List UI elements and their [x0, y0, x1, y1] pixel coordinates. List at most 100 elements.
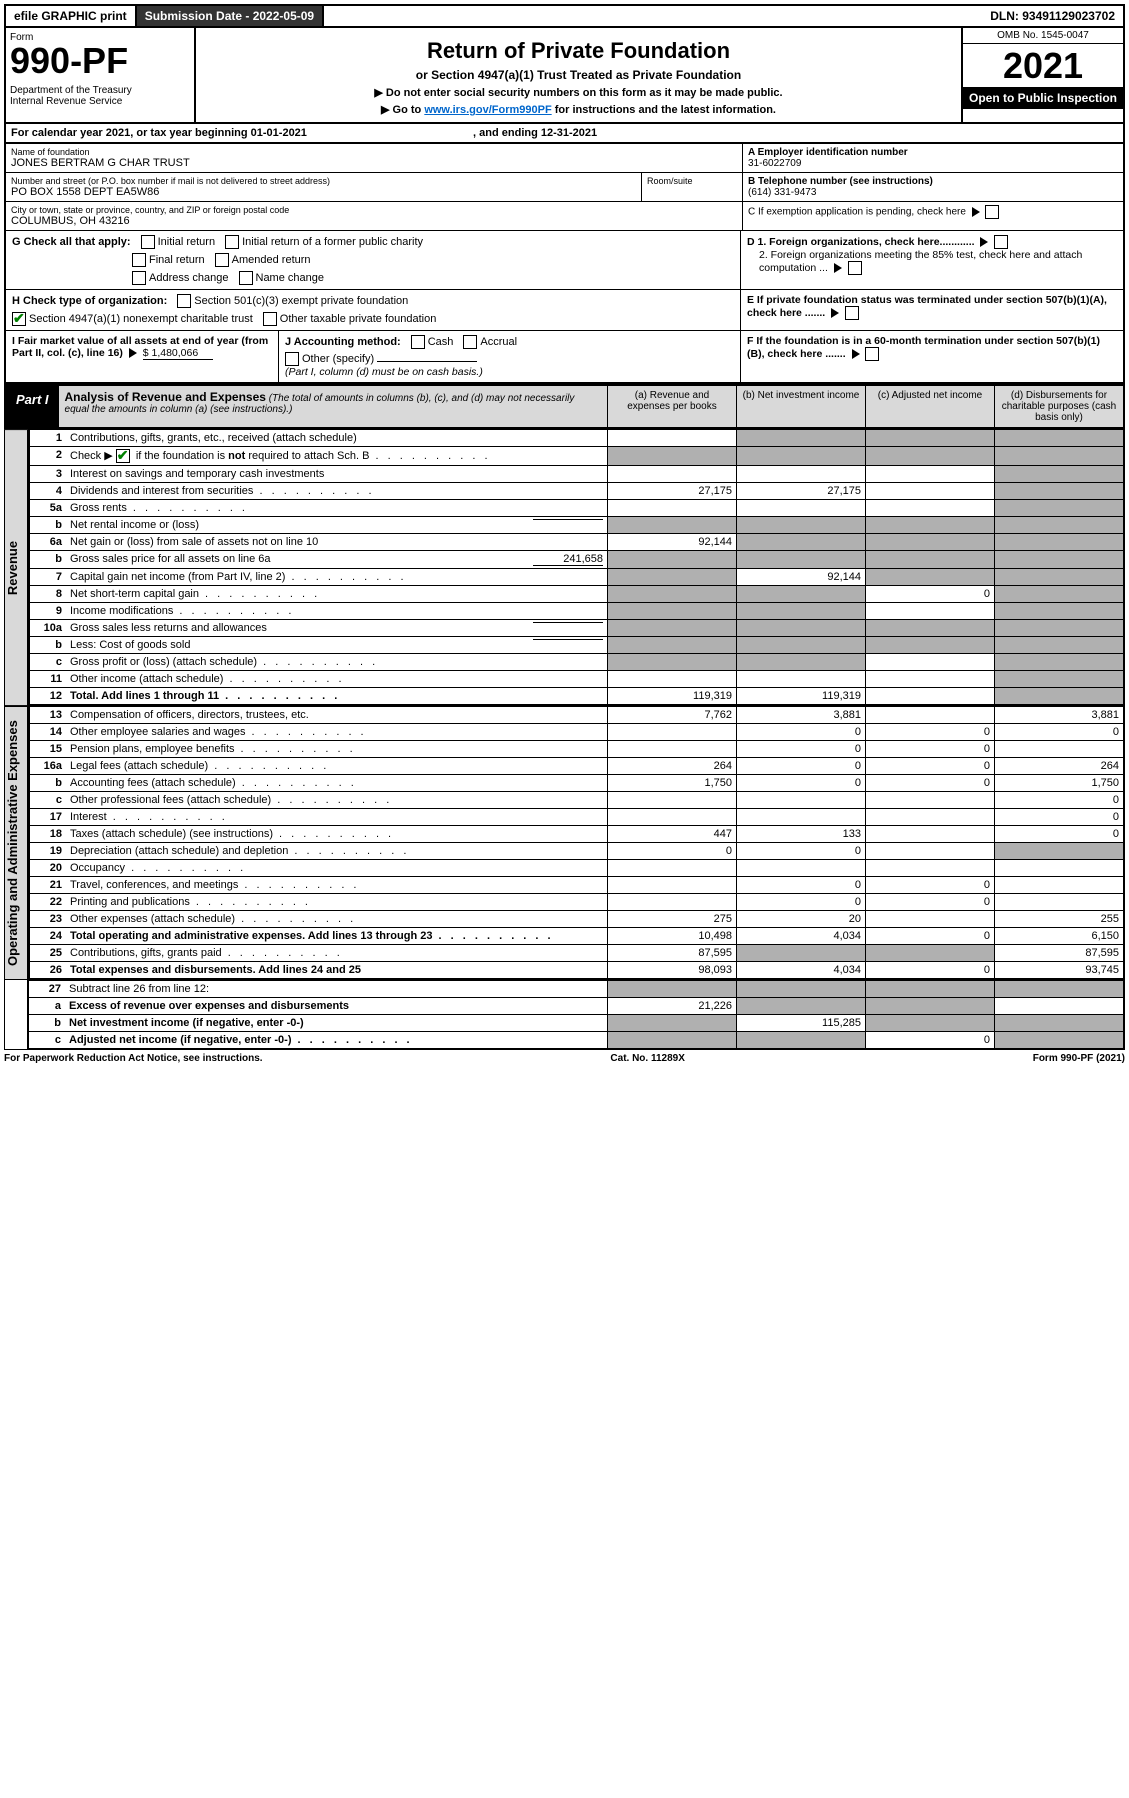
- table-row: 17Interest0: [29, 809, 1124, 826]
- expenses-sidelabel: Operating and Administrative Expenses: [4, 706, 28, 980]
- table-row: cOther professional fees (attach schedul…: [29, 792, 1124, 809]
- topbar: efile GRAPHIC print Submission Date - 20…: [4, 4, 1125, 28]
- j-note: (Part I, column (d) must be on cash basi…: [285, 366, 734, 378]
- table-row: 21Travel, conferences, and meetings00: [29, 877, 1124, 894]
- g-name-checkbox[interactable]: [239, 271, 253, 285]
- form-title: Return of Private Foundation: [202, 38, 955, 64]
- table-row: 7Capital gain net income (from Part IV, …: [29, 569, 1124, 586]
- table-row: bNet investment income (if negative, ent…: [28, 1015, 1124, 1032]
- footer-left: For Paperwork Reduction Act Notice, see …: [4, 1053, 263, 1064]
- table-row: cGross profit or (loss) (attach schedule…: [29, 654, 1124, 671]
- footer-mid: Cat. No. 11289X: [610, 1053, 684, 1064]
- arrow-icon: [852, 349, 860, 359]
- table-row: bLess: Cost of goods sold: [29, 637, 1124, 654]
- table-row: 15Pension plans, employee benefits00: [29, 741, 1124, 758]
- table-row: 25Contributions, gifts, grants paid87,59…: [29, 945, 1124, 962]
- foundation-name-label: Name of foundation: [11, 147, 737, 157]
- col-a-header: (a) Revenue and expenses per books: [607, 386, 736, 427]
- bottom-table: 27Subtract line 26 from line 12:aExcess …: [27, 980, 1125, 1050]
- table-row: 24Total operating and administrative exp…: [29, 928, 1124, 945]
- h-other-checkbox[interactable]: [263, 312, 277, 326]
- c-checkbox[interactable]: [985, 205, 999, 219]
- table-row: 12Total. Add lines 1 through 11119,31911…: [29, 688, 1124, 706]
- table-row: 4Dividends and interest from securities2…: [29, 483, 1124, 500]
- table-row: 16aLegal fees (attach schedule)26400264: [29, 758, 1124, 775]
- efile-label[interactable]: efile GRAPHIC print: [6, 6, 137, 26]
- arrow-icon: [972, 207, 980, 217]
- h-4947-checkbox[interactable]: [12, 312, 26, 326]
- arrow-icon: [834, 263, 842, 273]
- city-label: City or town, state or province, country…: [11, 205, 737, 215]
- table-row: 3Interest on savings and temporary cash …: [29, 466, 1124, 483]
- form-header: Form 990-PF Department of the Treasury I…: [4, 28, 1125, 124]
- part1-title: Analysis of Revenue and Expenses: [65, 390, 266, 404]
- revenue-sidelabel: Revenue: [4, 429, 28, 706]
- col-b-header: (b) Net investment income: [736, 386, 865, 427]
- table-row: 10aGross sales less returns and allowanc…: [29, 620, 1124, 637]
- g-initial-former-checkbox[interactable]: [225, 235, 239, 249]
- d2-checkbox[interactable]: [848, 261, 862, 275]
- table-row: bNet rental income or (loss): [29, 517, 1124, 534]
- telephone-label: B Telephone number (see instructions): [748, 176, 1118, 187]
- table-row: cAdjusted net income (if negative, enter…: [28, 1032, 1124, 1050]
- table-row: 2Check ▶ if the foundation is not requir…: [29, 447, 1124, 466]
- table-row: 26Total expenses and disbursements. Add …: [29, 962, 1124, 980]
- g-address-checkbox[interactable]: [132, 271, 146, 285]
- g-row: G Check all that apply: Initial return I…: [12, 235, 734, 249]
- footer: For Paperwork Reduction Act Notice, see …: [4, 1050, 1125, 1067]
- open-to-public: Open to Public Inspection: [963, 87, 1123, 109]
- d1-label: D 1. Foreign organizations, check here..…: [747, 236, 975, 248]
- part1-header: Part I Analysis of Revenue and Expenses …: [4, 384, 1125, 429]
- form-subtitle: or Section 4947(a)(1) Trust Treated as P…: [202, 68, 955, 82]
- table-row: bAccounting fees (attach schedule)1,7500…: [29, 775, 1124, 792]
- table-row: 11Other income (attach schedule): [29, 671, 1124, 688]
- d2-label: 2. Foreign organizations meeting the 85%…: [759, 249, 1082, 274]
- j-accrual-checkbox[interactable]: [463, 335, 477, 349]
- g-initial-checkbox[interactable]: [141, 235, 155, 249]
- arrow-icon: [129, 348, 137, 358]
- address-value: PO BOX 1558 DEPT EA5W86: [11, 186, 636, 198]
- irs-link[interactable]: www.irs.gov/Form990PF: [424, 104, 551, 116]
- tax-year: 2021: [963, 44, 1123, 87]
- instr-ssn: ▶ Do not enter social security numbers o…: [202, 86, 955, 99]
- g-final-checkbox[interactable]: [132, 253, 146, 267]
- table-row: 23Other expenses (attach schedule)275202…: [29, 911, 1124, 928]
- arrow-icon: [831, 308, 839, 318]
- expenses-table: 13Compensation of officers, directors, t…: [28, 706, 1125, 980]
- ein-value: 31-6022709: [748, 158, 1118, 169]
- f-label: F If the foundation is in a 60-month ter…: [747, 335, 1100, 360]
- f-checkbox[interactable]: [865, 347, 879, 361]
- h-501c3-checkbox[interactable]: [177, 294, 191, 308]
- irs-label: Internal Revenue Service: [10, 96, 190, 107]
- submission-date: Submission Date - 2022-05-09: [137, 6, 324, 26]
- table-row: 14Other employee salaries and wages000: [29, 724, 1124, 741]
- j-other-checkbox[interactable]: [285, 352, 299, 366]
- table-row: 19Depreciation (attach schedule) and dep…: [29, 843, 1124, 860]
- omb-number: OMB No. 1545-0047: [963, 28, 1123, 44]
- table-row: 8Net short-term capital gain0: [29, 586, 1124, 603]
- table-row: 18Taxes (attach schedule) (see instructi…: [29, 826, 1124, 843]
- address-label: Number and street (or P.O. box number if…: [11, 176, 636, 186]
- footer-right: Form 990-PF (2021): [1033, 1053, 1125, 1064]
- col-d-header: (d) Disbursements for charitable purpose…: [994, 386, 1123, 427]
- h-label: H Check type of organization:: [12, 295, 167, 307]
- col-c-header: (c) Adjusted net income: [865, 386, 994, 427]
- city-value: COLUMBUS, OH 43216: [11, 215, 737, 227]
- d1-checkbox[interactable]: [994, 235, 1008, 249]
- j-cash-checkbox[interactable]: [411, 335, 425, 349]
- g-amended-checkbox[interactable]: [215, 253, 229, 267]
- e-checkbox[interactable]: [845, 306, 859, 320]
- ein-label: A Employer identification number: [748, 147, 1118, 158]
- dept-treasury: Department of the Treasury: [10, 85, 190, 96]
- schb-checkbox[interactable]: [116, 449, 130, 463]
- table-row: 13Compensation of officers, directors, t…: [29, 707, 1124, 724]
- calendar-year: For calendar year 2021, or tax year begi…: [6, 124, 1123, 142]
- telephone-value: (614) 331-9473: [748, 187, 1118, 198]
- revenue-table: 1Contributions, gifts, grants, etc., rec…: [28, 429, 1125, 706]
- table-row: 6aNet gain or (loss) from sale of assets…: [29, 534, 1124, 551]
- foundation-name: JONES BERTRAM G CHAR TRUST: [11, 157, 737, 169]
- table-row: 22Printing and publications00: [29, 894, 1124, 911]
- arrow-icon: [980, 237, 988, 247]
- table-row: 9Income modifications: [29, 603, 1124, 620]
- i-label: I Fair market value of all assets at end…: [12, 335, 268, 359]
